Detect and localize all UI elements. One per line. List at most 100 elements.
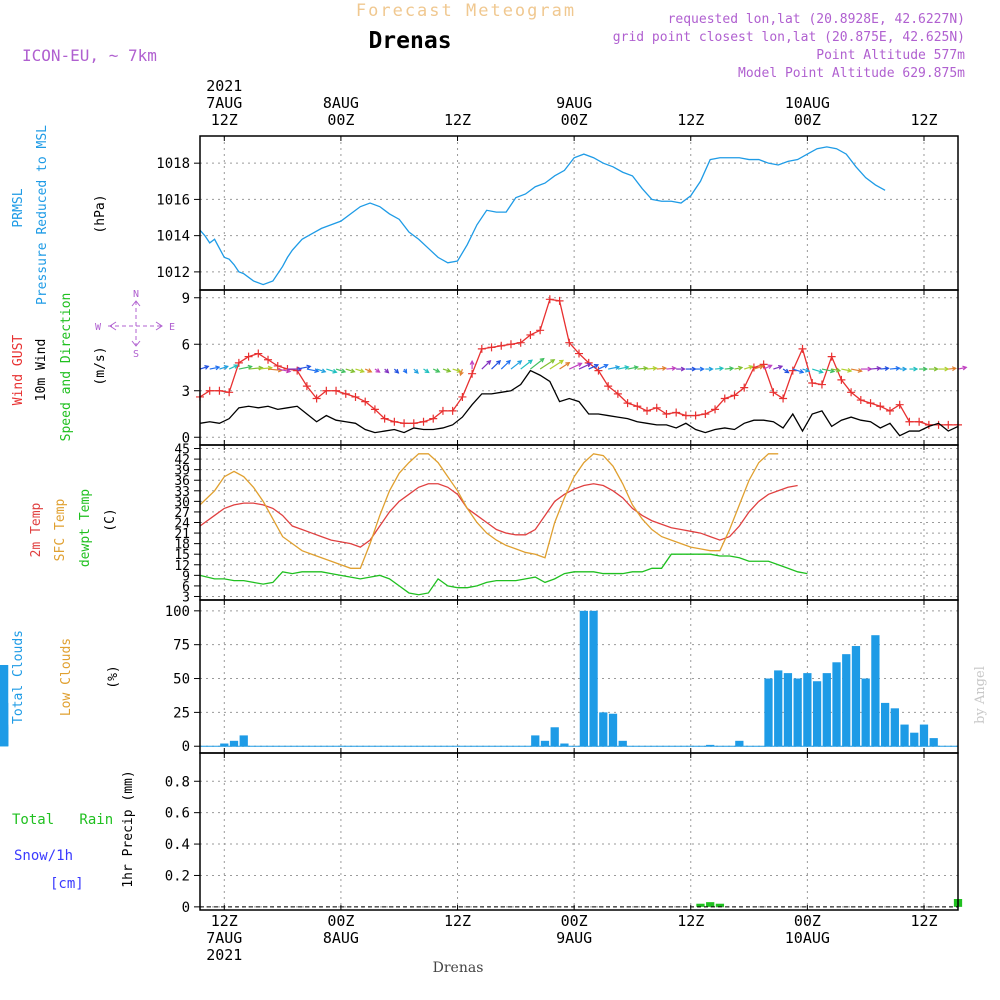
pressure-ylabel-line: Pressure Reduced to MSL [35,125,50,305]
gust-marker [681,411,690,420]
clouds-bar [608,713,618,747]
wind-arrow-head [413,369,419,374]
wind-arrow-head [314,368,320,374]
clouds-bar [540,740,550,747]
bottom-time-label: 12Z [910,912,937,930]
y-tick-label: 6 [182,337,190,353]
gust-marker [808,379,817,387]
wind-arrow-head [558,359,565,365]
clouds-bar [599,712,608,747]
wind-arrow-head [375,368,381,373]
clouds-bar [871,635,880,747]
gust-marker [924,420,933,429]
wind-arrow-head [350,368,356,374]
point-altitude: Point Altitude 577m [816,48,965,63]
wind-arrow-head [652,366,658,371]
banner-title: Forecast Meteogram [356,1,576,21]
wind-arrow-head [818,369,824,374]
precip-legend-unit: [cm] [50,876,84,892]
wind-arrow-head [767,364,773,369]
wind-arrow-head [699,366,705,372]
gust-marker [341,389,350,398]
bottom-time-label: 10AUG [785,929,830,947]
wind-direction-arrow [656,367,666,370]
gust-marker [565,338,574,347]
clouds-bar [880,702,890,747]
wind-direction-arrow [559,362,570,370]
y-tick-label: 50 [173,672,190,688]
gust-marker [555,296,564,305]
gust-marker [652,403,661,412]
y-tick-label: 0.6 [165,806,190,822]
wind-direction-arrow [306,368,319,372]
wind-direction-arrow [238,365,252,370]
pressure-frame [199,135,959,291]
wind-arrow-head [204,365,210,370]
gust-marker [827,352,836,361]
top-time-label: 10AUG [785,94,830,112]
bottom-time-label: 8AUG [323,929,359,947]
clouds-bar [822,673,831,747]
wind-arrow-head [565,361,571,367]
gust-marker [623,399,632,408]
gust-marker [730,391,739,400]
wind-arrow-head [643,365,649,371]
top-time-label: 2021 [206,77,242,95]
y-tick-label: 100 [165,604,190,620]
clouds-bar [220,743,229,747]
gust-marker [380,414,389,423]
y-tick-label: 1016 [156,192,190,208]
panels: 1012101410161018036936912151821242730333… [0,135,968,916]
pressure-panel: 1012 1014 1016 1018 [156,135,959,291]
wind-arrow-head [857,368,863,373]
wind-direction-arrow [821,368,835,373]
clouds-bar [783,673,793,747]
bottom-time-label: 7AUG [206,929,242,947]
clouds-ylabel-line: Low Clouds [59,638,74,716]
wind-arrow-head [306,364,312,370]
wind-arrow-head [708,366,714,372]
wind-direction-arrow [452,368,461,373]
gust-marker [847,388,856,397]
wind-arrow-head [539,357,545,363]
wind-arrow-head [359,368,365,374]
wind-direction-arrow [870,367,881,370]
temperature-ylabel-line: SFC Temp [53,499,68,562]
clouds-bar [861,678,870,747]
gust-marker [604,382,613,391]
bottom-time-label: 2021 [206,946,242,964]
wind-direction-arrow [880,367,889,370]
wind-arrow-head [777,364,784,370]
wind-arrow-head [496,359,502,365]
gust-marker [264,355,273,364]
10m-wind-line [199,369,959,437]
gust-marker [594,366,603,375]
wind-arrow-head [884,366,890,371]
wind-arrow-head [962,365,968,371]
wind-direction-arrow [569,362,582,370]
temperature-ylabel-line: (C) [103,508,118,531]
wind-arrow-head [486,359,492,365]
gust-marker [769,388,778,397]
wind-arrow-head [758,364,765,370]
wind-arrow-head [435,368,441,373]
grid-point-coords: grid point closest lon,lat (20.875E, 42.… [613,30,965,45]
y-tick-label: 12 [174,559,190,574]
gust-marker [759,360,768,369]
clouds-bar [618,740,627,747]
wind-gust-line [199,298,958,426]
top-time-label: 12Z [211,111,238,129]
wind-direction-arrow [277,368,291,373]
gust-marker [390,417,399,426]
clouds-bar [589,610,598,747]
wind-direction-arrow [841,368,852,372]
wind-direction-arrow [850,368,862,372]
gust-marker [944,420,953,429]
bottom-time-label: 12Z [444,912,471,930]
location-title: Drenas [368,28,451,54]
compass-rose: N W E S [95,289,175,360]
sfc-temp-line [199,453,779,569]
wind-direction-arrow [889,367,900,370]
clouds-bar [919,724,929,747]
